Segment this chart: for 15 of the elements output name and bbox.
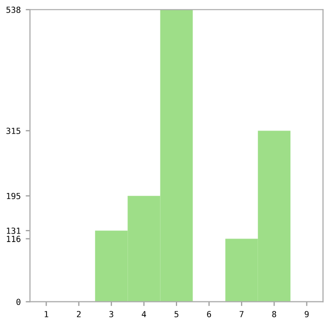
x-tick-label: 9 (304, 310, 309, 318)
y-tick-label: 538 (6, 6, 20, 13)
x-tick-label: 3 (109, 310, 114, 318)
y-tick-label: 131 (6, 228, 20, 234)
x-tick-label: 7 (240, 311, 244, 318)
x-tick-label: 1 (44, 311, 48, 318)
x-tick-label: 4 (142, 311, 146, 318)
y-tick-label: 195 (6, 192, 20, 200)
x-tick-label: 5 (174, 311, 178, 318)
x-tick-label: 6 (207, 310, 212, 318)
y-tick-label: 116 (6, 236, 20, 242)
x-tick-label: 2 (76, 310, 81, 318)
y-tick-label: 0 (16, 298, 20, 306)
y-tick-label: 315 (6, 128, 20, 134)
x-tick-label: 8 (272, 310, 276, 318)
